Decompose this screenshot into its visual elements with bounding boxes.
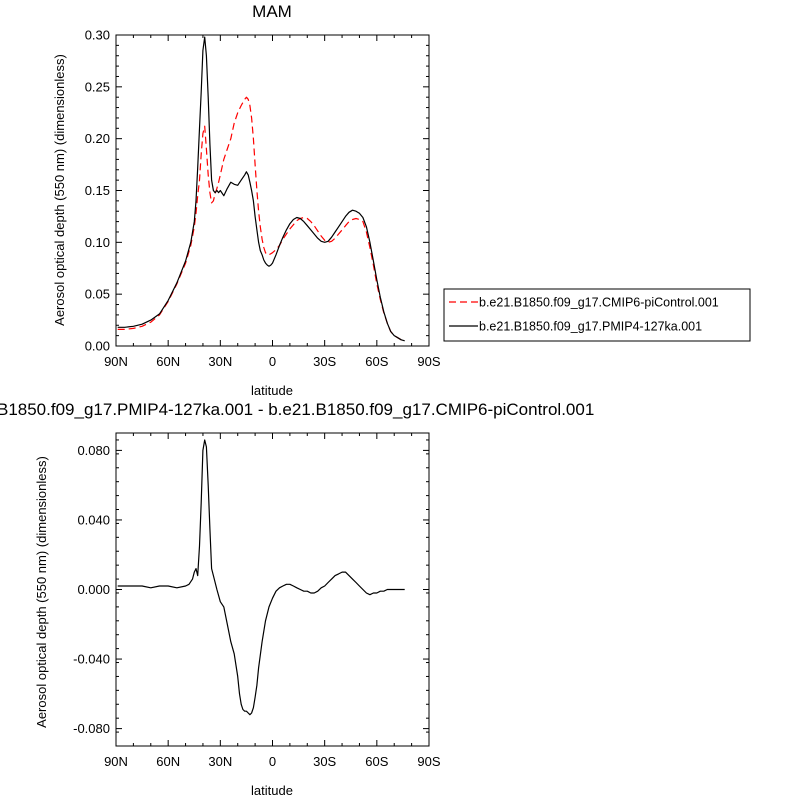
y-tick-label: -0.040 xyxy=(73,652,110,667)
bottom-panel: b.e21.B1850.f09_g17.PMIP4-127ka.001 - b.… xyxy=(0,400,594,798)
legend-label-1: b.e21.B1850.f09_g17.PMIP4-127ka.001 xyxy=(479,320,702,334)
bottom-plot-frame xyxy=(115,432,430,747)
top-x-axis-label: latitude xyxy=(251,383,293,398)
top-series-layer xyxy=(117,36,405,342)
y-tick-label: 0.000 xyxy=(77,582,110,597)
top-series-line-0 xyxy=(117,96,405,342)
top-y-axis-label: Aerosol optical depth (550 nm) (dimensio… xyxy=(52,54,67,326)
legend-label-0: b.e21.B1850.f09_g17.CMIP6-piControl.001 xyxy=(479,296,719,310)
x-tick-label: 60N xyxy=(156,354,180,369)
x-tick-label: 90N xyxy=(104,354,128,369)
bottom-series-layer xyxy=(117,439,405,716)
top-panel: MAM 90N 60N 30N 0 30S 60S 90S 0.00 0.05 0.10 0.15 0… xyxy=(52,2,751,398)
legend-items: b.e21.B1850.f09_g17.CMIP6-piControl.001b… xyxy=(449,296,719,334)
top-chart-title: MAM xyxy=(252,2,292,21)
x-tick-label: 0 xyxy=(269,354,276,369)
x-tick-label: 60S xyxy=(365,354,388,369)
y-tick-label: 0.15 xyxy=(85,183,110,198)
x-tick-label: 30S xyxy=(313,354,336,369)
bottom-x-axis-label: latitude xyxy=(251,783,293,798)
y-tick-label: 0.080 xyxy=(77,443,110,458)
y-tick-label: 0.05 xyxy=(85,287,110,302)
y-tick-label: 0.20 xyxy=(85,131,110,146)
y-tick-label: -0.080 xyxy=(73,721,110,736)
top-plot-frame xyxy=(115,34,430,347)
bottom-y-axis-label: Aerosol optical depth (550 nm) (dimensio… xyxy=(34,456,49,728)
x-tick-label: 30N xyxy=(208,354,232,369)
top-series-line-1 xyxy=(117,36,405,342)
legend-box xyxy=(443,288,751,342)
y-tick-label: 0.10 xyxy=(85,235,110,250)
y-tick-label: 0.25 xyxy=(85,79,110,94)
y-tick-label: 0.040 xyxy=(77,512,110,527)
x-tick-label: 30N xyxy=(208,754,232,769)
x-tick-label: 90S xyxy=(417,754,440,769)
x-tick-label: 90S xyxy=(417,354,440,369)
bottom-ticks: 90N 60N 30N 0 30S 60S 90S -0.080 -0.040 0.000 0.04… xyxy=(73,433,441,769)
x-tick-label: 60S xyxy=(365,754,388,769)
x-tick-label: 60N xyxy=(156,754,180,769)
top-ticks: 90N 60N 30N 0 30S 60S 90S 0.00 0.05 0.10 0.15 0.20 0… xyxy=(85,28,441,370)
x-tick-label: 0 xyxy=(269,754,276,769)
x-tick-label: 30S xyxy=(313,754,336,769)
bottom-chart-title: b.e21.B1850.f09_g17.PMIP4-127ka.001 - b.… xyxy=(0,400,594,419)
x-tick-label: 90N xyxy=(104,754,128,769)
legend: b.e21.B1850.f09_g17.CMIP6-piControl.001b… xyxy=(443,288,751,342)
y-tick-label: 0.30 xyxy=(85,28,110,43)
y-tick-label: 0.00 xyxy=(85,339,110,354)
bottom-series-line-0 xyxy=(117,439,405,716)
